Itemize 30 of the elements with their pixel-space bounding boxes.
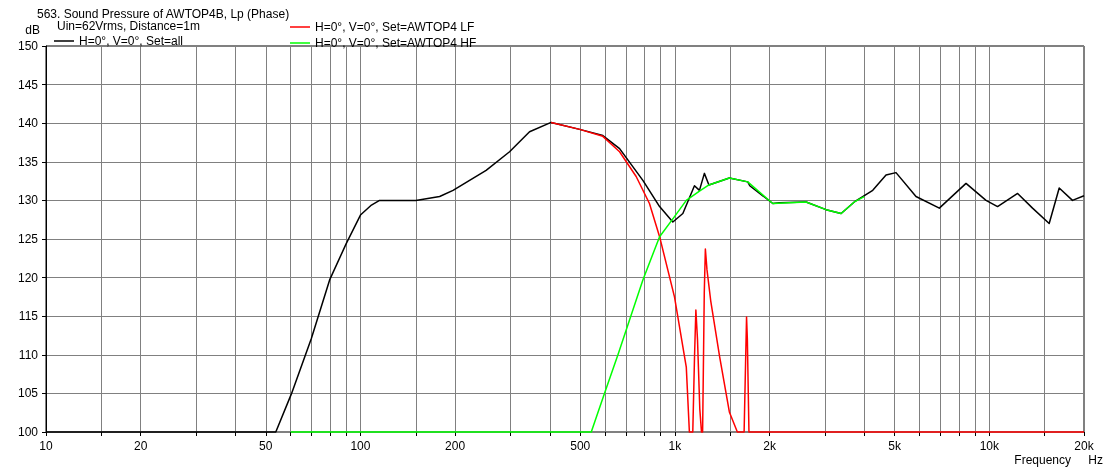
y-tick-label: 135 [17, 154, 39, 169]
y-axis-title: dB [25, 23, 40, 37]
y-tick-label: 145 [17, 77, 39, 92]
y-tick-label: 100 [17, 425, 39, 439]
x-tick-label: 10k [979, 439, 1001, 453]
y-tick-label: 115 [18, 309, 39, 324]
y-tick-label: 150 [17, 39, 39, 53]
x-tick-label: 5k [888, 439, 903, 453]
x-tick-label: 1k [668, 439, 683, 453]
x-tick-label: 10 [39, 439, 53, 453]
text: Uin=62Vrms, Distance=1m [57, 19, 200, 33]
y-tick-label: 130 [17, 193, 39, 208]
x-tick-label: 100 [350, 439, 371, 453]
x-axis-title: Frequency [1014, 453, 1072, 467]
y-tick-label: 140 [17, 116, 39, 131]
y-tick-label: 105 [17, 386, 39, 401]
x-tick-label: 500 [570, 439, 591, 453]
x-tick-label: 200 [445, 439, 466, 453]
x-tick-label: 50 [259, 439, 273, 453]
y-tick-label: 120 [17, 270, 39, 285]
x-tick-label: 20 [133, 439, 148, 453]
x-tick-label: 2k [763, 439, 777, 453]
text: Hz [1088, 453, 1104, 467]
y-tick-label: 125 [17, 232, 39, 246]
legend-label: H=0°, V=0°, Set=AWTOP4 HF [315, 36, 477, 50]
legend-label: H=0°, V=0°, Set=AWTOP4 LF [315, 20, 475, 34]
legend-label: H=0°, V=0°, Set=all [79, 34, 183, 48]
y-tick-label: 110 [18, 347, 39, 362]
x-tick-label: 20k [1074, 439, 1095, 453]
chart-title: 563. Sound Pressure of AWTOP4B, Lp (Phase) [37, 7, 290, 21]
